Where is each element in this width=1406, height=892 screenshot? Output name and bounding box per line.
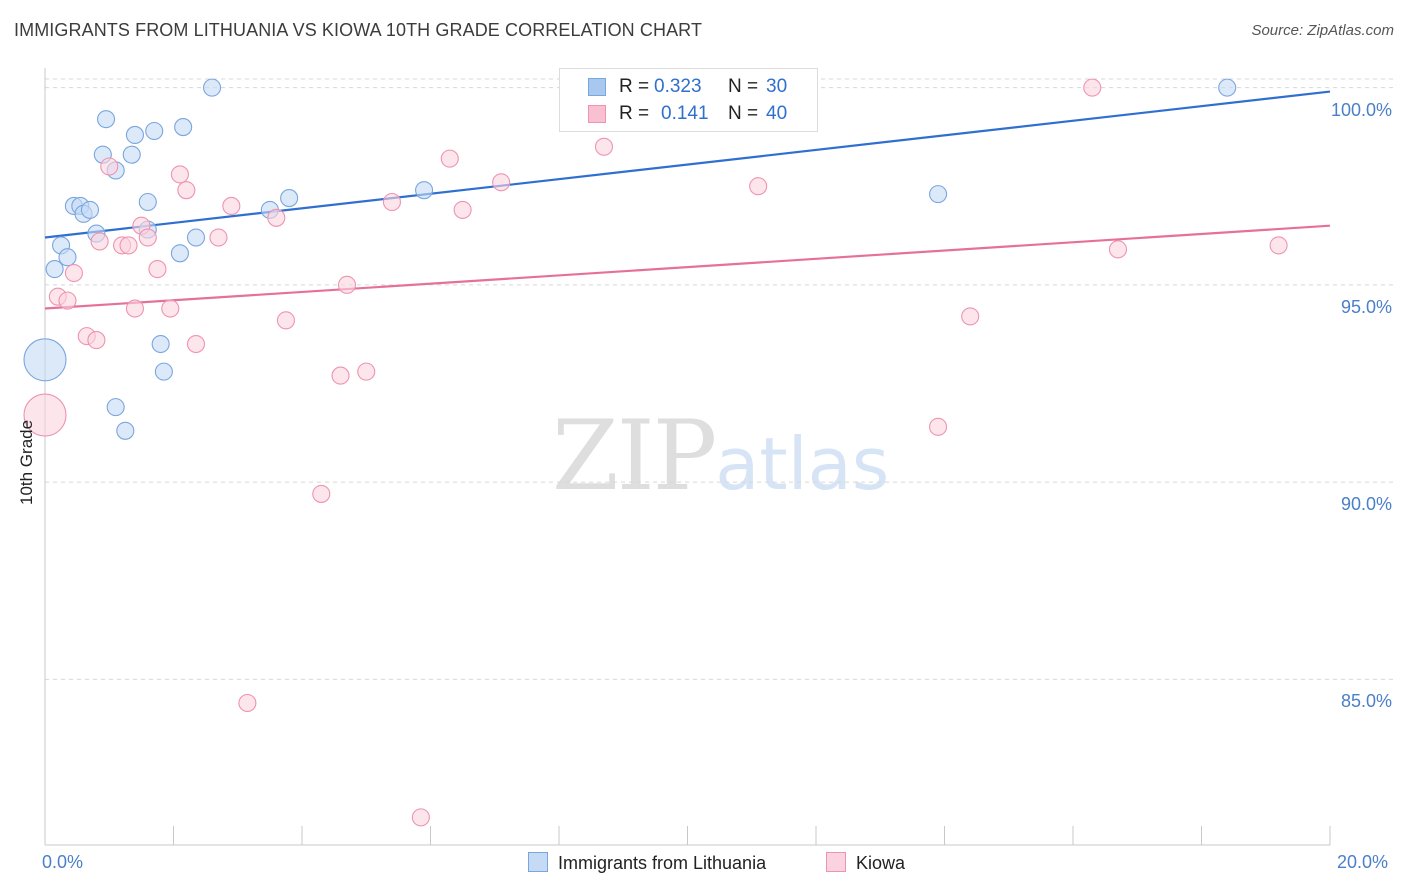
- point-lithuania: [174, 118, 193, 137]
- trend-line-lithuania: [44, 90, 1331, 239]
- legend-n-value: 30: [766, 76, 788, 97]
- x-tick-label-max: 20.0%: [1337, 852, 1389, 872]
- legend-n-value: 40: [766, 103, 788, 124]
- point-lithuania: [80, 200, 100, 219]
- point-kiowa: [58, 291, 77, 310]
- point-lithuania: [45, 260, 64, 279]
- legend-n-label: N =: [728, 76, 759, 97]
- point-kiowa: [382, 192, 402, 212]
- point-lithuania: [125, 125, 144, 144]
- point-kiowa: [138, 228, 157, 247]
- point-kiowa: [148, 260, 167, 279]
- gridlines: [45, 78, 1395, 680]
- legend-swatch-lithuania: [588, 78, 606, 96]
- point-kiowa: [186, 334, 206, 354]
- point-kiowa: [440, 149, 459, 168]
- legend-r-value: 0.141: [661, 103, 709, 124]
- point-lithuania: [170, 244, 189, 263]
- point-kiowa: [170, 165, 189, 184]
- correlation-legend: R = 0.323 N = 30 R = 0.141 N = 40: [559, 68, 818, 132]
- point-kiowa: [337, 275, 357, 294]
- watermark-atlas: atlas: [715, 422, 890, 506]
- point-kiowa: [357, 362, 376, 381]
- point-lithuania: [151, 334, 170, 354]
- point-lithuania: [203, 78, 222, 97]
- point-kiowa: [331, 366, 350, 385]
- point-kiowa: [209, 228, 228, 247]
- point-kiowa: [1083, 78, 1102, 97]
- point-kiowa: [1269, 236, 1288, 255]
- bottom-legend-label-kiowa: Kiowa: [856, 853, 906, 873]
- point-kiowa: [125, 299, 144, 318]
- x-tick-label-min: 0.0%: [42, 852, 84, 872]
- y-tick-label: 90.0%: [1340, 494, 1392, 515]
- point-kiowa: [411, 808, 430, 827]
- point-kiowa: [929, 417, 948, 436]
- point-kiowa: [276, 311, 295, 330]
- point-kiowa: [749, 177, 768, 196]
- point-lithuania: [138, 192, 157, 212]
- point-lithuania: [58, 248, 77, 267]
- trend-line-kiowa: [44, 224, 1331, 310]
- point-lithuania: [280, 189, 299, 208]
- y-axis-label-wrap: 10th Grade: [17, 420, 37, 525]
- point-lithuania: [116, 421, 135, 440]
- data-points: [23, 78, 1288, 827]
- point-kiowa: [312, 484, 331, 503]
- legend-n-label: N =: [728, 103, 759, 124]
- chart-title: IMMIGRANTS FROM LITHUANIA VS KIOWA 10TH …: [14, 20, 703, 40]
- point-lithuania: [1218, 78, 1237, 97]
- y-axis-label: 10th Grade: [17, 419, 36, 505]
- point-kiowa: [238, 693, 257, 713]
- point-kiowa: [90, 232, 109, 251]
- legend-swatch-kiowa: [588, 105, 606, 123]
- point-lithuania: [106, 398, 125, 417]
- point-kiowa: [1108, 240, 1128, 259]
- point-kiowa: [177, 181, 196, 200]
- point-kiowa: [87, 331, 106, 350]
- point-kiowa: [594, 137, 614, 156]
- point-kiowa: [100, 157, 119, 176]
- point-lithuania: [145, 121, 164, 141]
- point-kiowa: [961, 307, 980, 326]
- point-kiowa: [119, 236, 138, 255]
- watermark: ZIPatlas: [552, 400, 889, 512]
- point-lithuania: [154, 362, 173, 381]
- legend-r-label: R =: [619, 76, 650, 97]
- bottom-legend-swatch-kiowa: [826, 852, 846, 872]
- trend-lines: [44, 90, 1331, 310]
- y-tick-label: 85.0%: [1340, 691, 1392, 712]
- point-kiowa: [492, 173, 511, 192]
- legend-r-label: R =: [619, 103, 650, 124]
- source-label: Source: ZipAtlas.com: [1251, 22, 1394, 39]
- point-lithuania: [122, 145, 141, 164]
- point-kiowa: [23, 393, 67, 437]
- bottom-legend-lithuania[interactable]: Immigrants from Lithuania: [528, 852, 766, 874]
- point-kiowa: [222, 196, 241, 216]
- point-lithuania: [23, 338, 67, 382]
- point-kiowa: [161, 299, 180, 318]
- point-lithuania: [929, 185, 948, 204]
- point-kiowa: [64, 263, 83, 283]
- y-tick-label: 95.0%: [1340, 296, 1392, 317]
- point-kiowa: [267, 208, 286, 227]
- axes: [44, 68, 1331, 846]
- point-kiowa: [453, 200, 472, 219]
- legend-r-value: 0.323: [654, 76, 702, 97]
- y-tick-label: 100.0%: [1330, 99, 1392, 120]
- bottom-legend-swatch-lithuania: [528, 852, 548, 872]
- point-lithuania: [186, 228, 206, 247]
- point-lithuania: [415, 181, 434, 200]
- bottom-legend-kiowa[interactable]: Kiowa: [826, 852, 905, 874]
- bottom-legend-label-lithuania: Immigrants from Lithuania: [558, 853, 767, 873]
- point-lithuania: [96, 110, 116, 129]
- watermark-zip: ZIP: [552, 400, 717, 512]
